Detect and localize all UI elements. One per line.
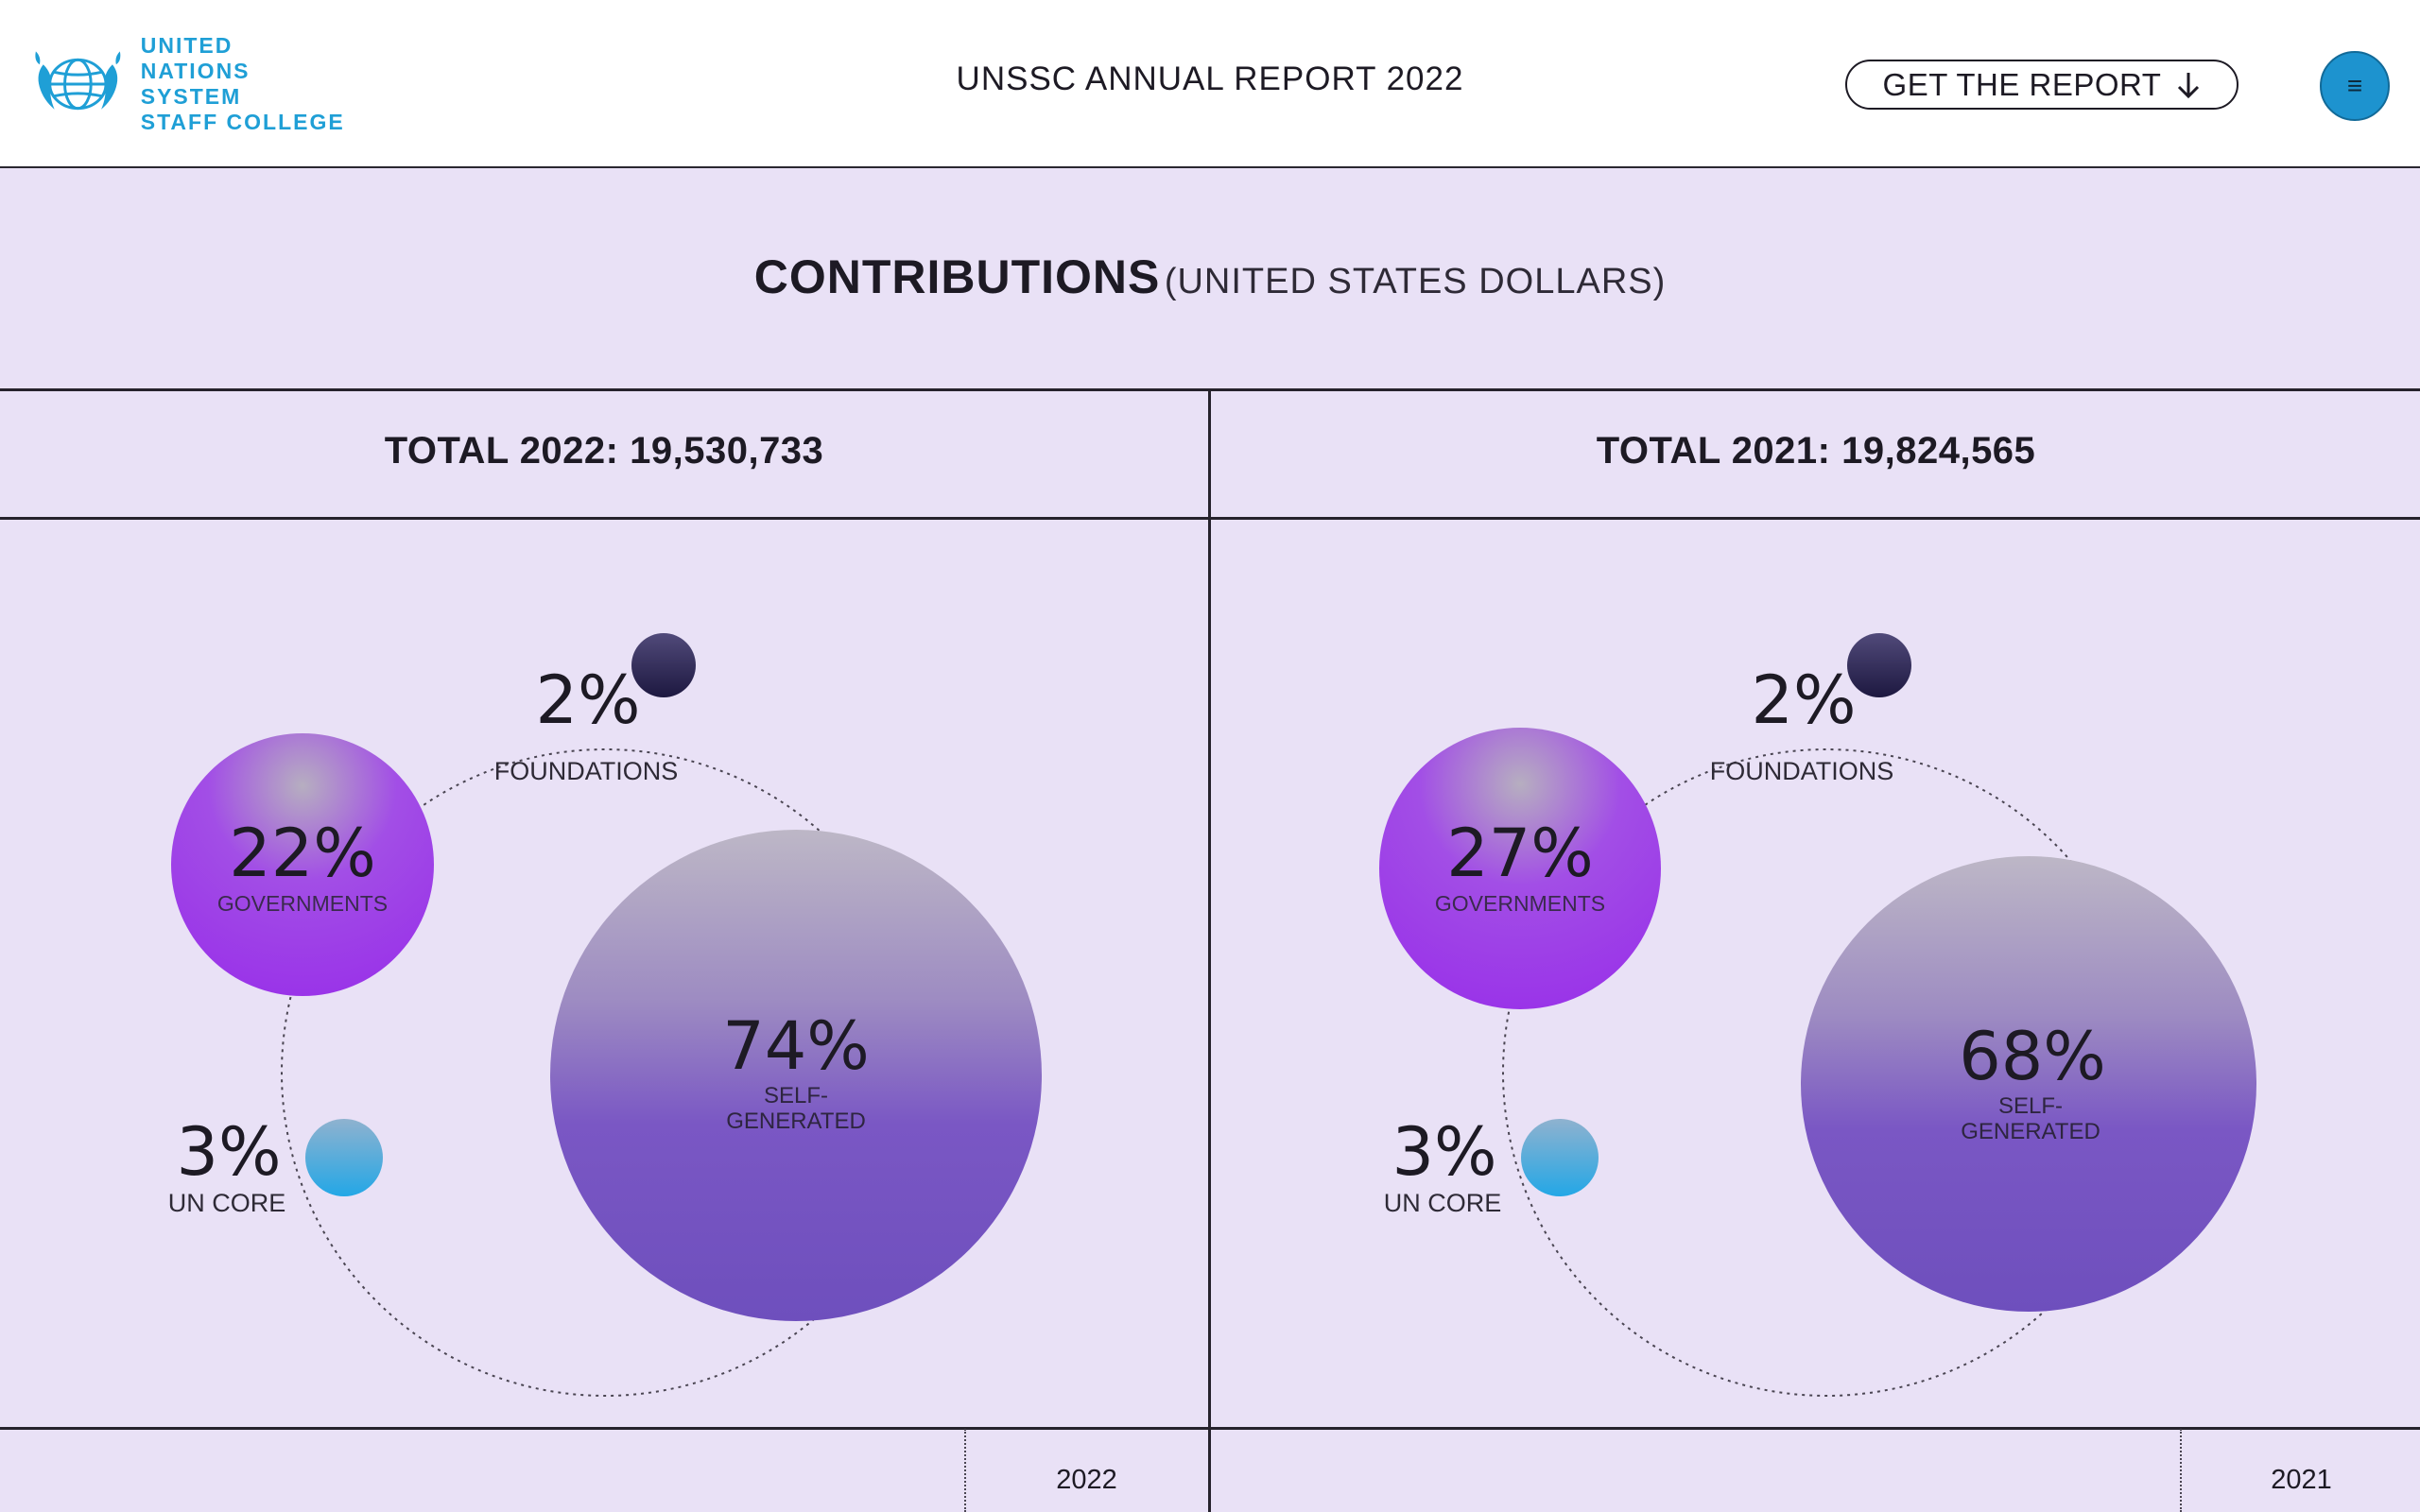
bubble-chart-2022: 2% FOUNDATIONS 22% GOVERNMENTS 74% SELF-… xyxy=(168,633,1042,1397)
governments-bubble[interactable] xyxy=(1379,728,1661,1009)
governments-bubble[interactable] xyxy=(171,733,434,996)
unssc-logo[interactable]: UNITED NATIONS SYSTEM STAFF COLLEGE xyxy=(26,33,348,134)
foundations-bubble[interactable] xyxy=(1847,633,1911,697)
get-report-button[interactable]: GET THE REPORT xyxy=(1845,60,2238,110)
un-core-bubble[interactable] xyxy=(1521,1119,1599,1196)
year-tab-2022[interactable]: 2022 xyxy=(1056,1465,1117,1495)
total-2021: TOTAL 2021: 19,824,565 xyxy=(1596,430,2036,472)
un-core-label: UN CORE xyxy=(1384,1189,1502,1217)
section-heading: CONTRIBUTIONS (UNITED STATES DOLLARS) xyxy=(0,249,2420,304)
self-generated-pct: 68% xyxy=(1959,1018,2106,1095)
site-header: UNITED NATIONS SYSTEM STAFF COLLEGE UNSS… xyxy=(0,0,2420,168)
un-core-pct: 3% xyxy=(176,1113,281,1191)
self-generated-pct: 74% xyxy=(722,1007,870,1085)
un-core-bubble[interactable] xyxy=(305,1119,383,1196)
logo-line: SYSTEM xyxy=(140,84,242,109)
foundations-pct: 2% xyxy=(1751,662,1856,739)
get-report-label: GET THE REPORT xyxy=(1882,66,2162,102)
un-emblem-icon xyxy=(35,51,121,111)
panel-divider xyxy=(1208,390,1211,1512)
self-generated-label-line2: GENERATED xyxy=(726,1108,866,1134)
divider xyxy=(0,388,2420,391)
year-tab-2021[interactable]: 2021 xyxy=(2271,1465,2332,1495)
logo-wordmark: UNITED NATIONS SYSTEM STAFF COLLEGE xyxy=(141,33,348,135)
foundations-label: FOUNDATIONS xyxy=(494,757,679,785)
page-title: UNSSC ANNUAL REPORT 2022 xyxy=(956,60,1464,97)
governments-label: GOVERNMENTS xyxy=(217,891,388,916)
hamburger-menu-icon: ≡ xyxy=(2346,71,2363,100)
logo-line: STAFF COLLEGE xyxy=(140,110,345,134)
governments-pct: 27% xyxy=(1446,815,1594,892)
self-generated-label-line1: SELF- xyxy=(764,1083,828,1108)
logo-line: UNITED NATIONS xyxy=(140,33,251,83)
menu-button[interactable]: ≡ xyxy=(2320,51,2390,121)
self-generated-bubble[interactable] xyxy=(1801,856,2256,1312)
contributions-chart-2022: 2% FOUNDATIONS 22% GOVERNMENTS 74% SELF-… xyxy=(0,523,1208,1425)
un-core-pct: 3% xyxy=(1392,1113,1496,1191)
foundations-pct: 2% xyxy=(535,662,640,739)
year-divider xyxy=(2180,1429,2182,1512)
total-2022: TOTAL 2022: 19,530,733 xyxy=(384,430,824,472)
year-divider xyxy=(964,1429,966,1512)
self-generated-label-line2: GENERATED xyxy=(1961,1119,2100,1144)
foundations-bubble[interactable] xyxy=(631,633,696,697)
governments-label: GOVERNMENTS xyxy=(1435,891,1605,916)
self-generated-bubble[interactable] xyxy=(550,830,1042,1321)
bubble-chart-2021: 2% FOUNDATIONS 27% GOVERNMENTS 68% SELF-… xyxy=(1379,633,2256,1397)
foundations-label: FOUNDATIONS xyxy=(1710,757,1894,785)
arrow-down-icon xyxy=(2178,72,2200,98)
un-core-label: UN CORE xyxy=(168,1189,286,1217)
contributions-chart-2021: 2% FOUNDATIONS 27% GOVERNMENTS 68% SELF-… xyxy=(1212,523,2420,1425)
section-title: CONTRIBUTIONS xyxy=(753,250,1161,303)
self-generated-label-line1: SELF- xyxy=(1998,1093,2063,1119)
governments-pct: 22% xyxy=(229,815,376,892)
section-subtitle: (UNITED STATES DOLLARS) xyxy=(1164,262,1667,301)
